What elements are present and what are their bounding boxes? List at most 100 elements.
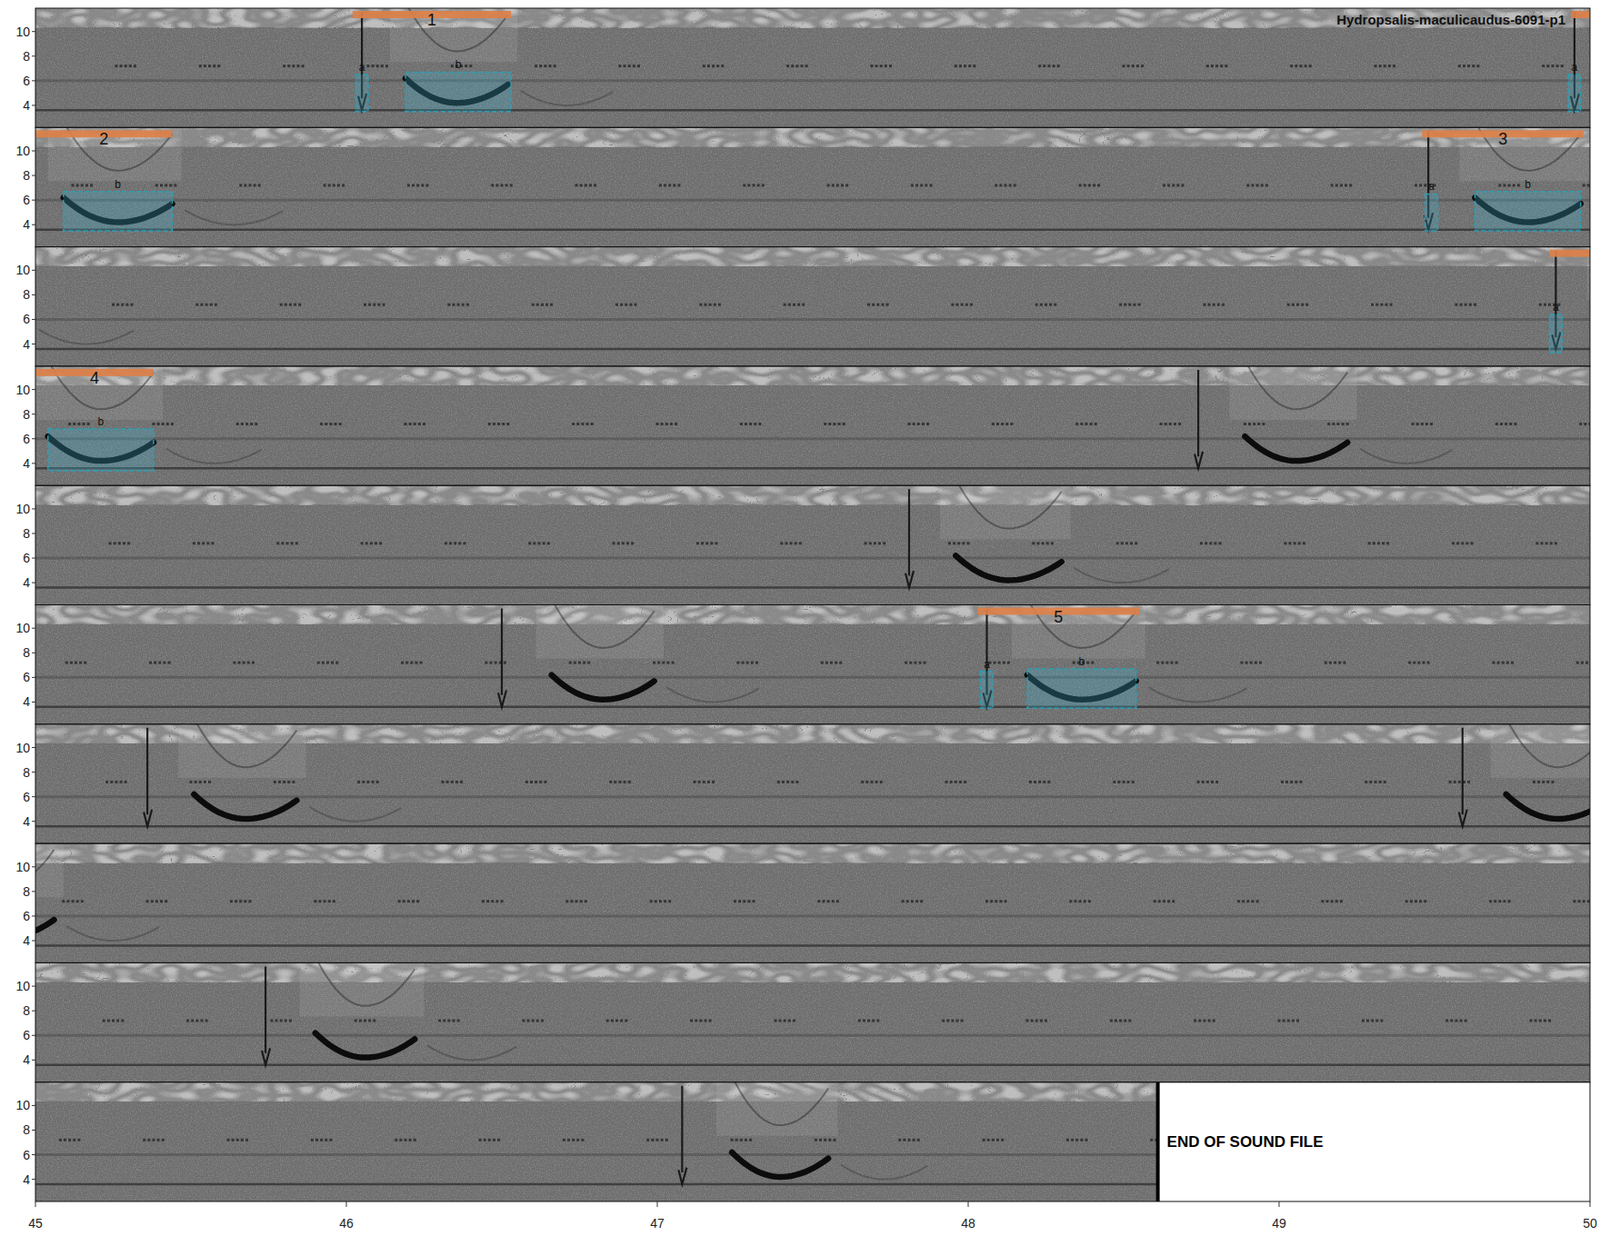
insect-click — [553, 64, 557, 68]
insect-click — [663, 183, 667, 187]
insect-click — [160, 900, 163, 903]
insect-click — [957, 541, 960, 545]
insect-click — [1036, 541, 1040, 545]
insect-click — [742, 900, 746, 903]
insect-click — [1392, 64, 1396, 68]
call-halo — [1490, 724, 1590, 779]
high-band — [35, 8, 1590, 28]
insect-click — [694, 1020, 698, 1023]
insect-click — [1390, 303, 1393, 307]
insect-click — [214, 303, 218, 307]
insect-click — [999, 183, 1002, 187]
insect-click — [910, 183, 914, 187]
y-tick-label: 6 — [22, 909, 30, 924]
insect-click — [151, 422, 155, 426]
insect-click — [413, 422, 417, 426]
insect-click — [657, 661, 660, 665]
y-tick-label: 6 — [22, 1148, 30, 1163]
y-tick — [31, 1154, 36, 1156]
insect-click — [1180, 183, 1184, 187]
insect-click — [1454, 1020, 1458, 1023]
insect-click — [1000, 422, 1004, 426]
y-tick-label: 6 — [22, 1028, 30, 1043]
insect-click — [379, 541, 382, 545]
insect-click — [1090, 661, 1094, 665]
insect-click — [690, 1020, 693, 1023]
row-noise — [35, 485, 1590, 605]
insect-click — [1579, 422, 1582, 426]
insect-click — [1250, 661, 1253, 665]
insect-click — [889, 64, 892, 68]
insect-click — [606, 1020, 610, 1023]
insect-click — [842, 422, 846, 426]
row-background — [35, 127, 1590, 247]
insect-click — [192, 541, 196, 545]
insect-click — [875, 64, 879, 68]
insect-click — [1464, 303, 1468, 307]
insect-click — [385, 64, 389, 68]
insect-click — [1035, 303, 1039, 307]
row-frame — [35, 8, 1590, 128]
call-sweep — [193, 794, 297, 820]
insect-click — [1416, 422, 1420, 426]
call-halo — [536, 605, 664, 660]
insect-click — [1508, 183, 1511, 187]
insect-click — [357, 780, 360, 784]
hum-band — [35, 676, 1590, 680]
insect-click — [702, 64, 706, 68]
insect-click — [1220, 64, 1223, 68]
insect-click — [589, 183, 592, 187]
row-noise — [35, 843, 1590, 963]
insect-click — [799, 541, 802, 545]
insect-click — [1374, 64, 1378, 68]
insect-click — [1033, 780, 1037, 784]
insect-click — [880, 64, 883, 68]
insect-click — [860, 780, 864, 784]
x-tick — [35, 1201, 37, 1208]
insect-click — [116, 303, 120, 307]
insect-click — [623, 64, 627, 68]
insect-click — [450, 780, 454, 784]
insect-click — [618, 64, 621, 68]
call-halo — [940, 485, 1071, 540]
insect-click — [150, 900, 154, 903]
insect-click — [1208, 303, 1211, 307]
insect-click — [1040, 1020, 1043, 1023]
sweep-harmonic — [551, 605, 655, 649]
insect-click — [1341, 422, 1345, 426]
insect-click — [659, 183, 662, 187]
annotation-bar — [1550, 250, 1590, 258]
insect-click — [1031, 541, 1035, 545]
insect-click — [1493, 900, 1497, 903]
y-tick — [31, 820, 36, 822]
insect-click — [251, 661, 255, 665]
insect-click — [1136, 64, 1140, 68]
insect-click — [72, 422, 76, 426]
y-tick-label: 8 — [22, 645, 30, 660]
insect-click — [1451, 541, 1455, 545]
insect-click — [210, 303, 213, 307]
insect-click — [1280, 780, 1284, 784]
insect-click — [650, 900, 653, 903]
call-halo — [35, 843, 64, 898]
insect-click — [1532, 780, 1536, 784]
insect-click — [733, 900, 737, 903]
insect-click — [656, 1139, 660, 1142]
insect-click — [258, 183, 261, 187]
insect-click — [1291, 1020, 1295, 1023]
high-band — [35, 485, 1590, 505]
y-tick-label: 8 — [22, 168, 30, 183]
row-plot — [35, 8, 1590, 128]
insect-click — [332, 900, 336, 903]
insect-click — [1224, 64, 1228, 68]
insect-click — [1178, 422, 1181, 426]
x-tick — [1590, 1201, 1591, 1208]
insect-click — [212, 64, 216, 68]
insect-click — [203, 64, 207, 68]
row-background — [35, 1082, 1590, 1202]
y-tick-label: 4 — [22, 694, 30, 710]
y-tick-label: 8 — [22, 287, 30, 302]
insect-click — [873, 541, 877, 545]
y-tick-label: 10 — [15, 24, 30, 40]
insect-click — [1333, 661, 1337, 665]
